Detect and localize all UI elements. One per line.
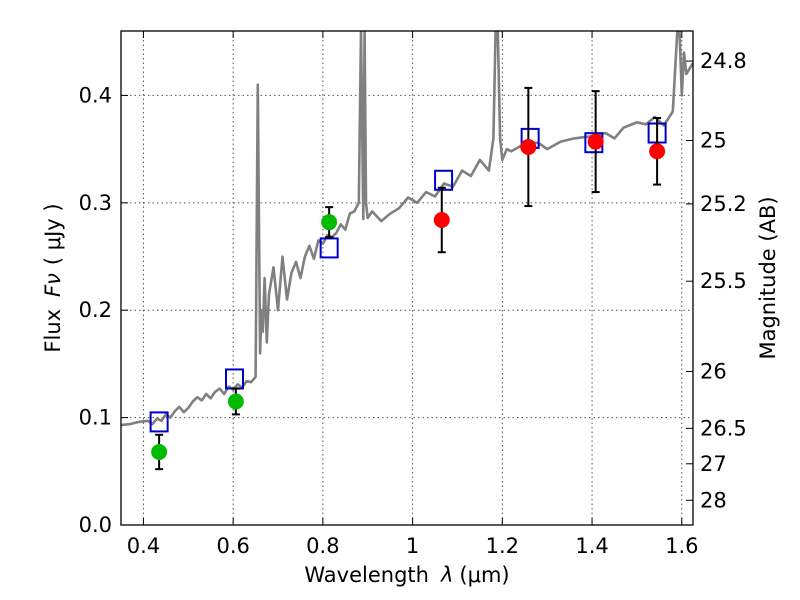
x-tick-label: 1.4 [575,534,608,558]
model-photometry-square [149,411,169,433]
observed-point [433,212,450,229]
observed-point [587,133,604,150]
observed-point [649,143,666,160]
observed-point [321,214,338,231]
y2-tick-label: 28 [700,488,727,512]
model-photometry-square [319,237,339,259]
x-tick-label: 1.2 [486,534,519,558]
y2-tick-label: 26.5 [700,416,747,440]
x-tick-label: 1.6 [665,534,698,558]
x-tick-label: 1 [406,534,419,558]
observed-point [151,443,168,460]
y-tick-label: 0.0 [79,513,112,537]
x-tick-label: 0.8 [306,534,339,558]
data-layer [121,31,693,471]
y2-tick-label: 27 [700,452,727,476]
x-axis-label: Wavelength λ (μm) [304,563,509,587]
y2-tick-label: 25 [700,129,727,153]
x-tick-label: 0.6 [216,534,249,558]
observed-point [227,393,244,410]
spectrum-line [121,31,693,427]
y2-axis-label: Magnitude (AB) [756,196,780,359]
y-tick-label: 0.3 [79,191,112,215]
y-tick-label: 0.1 [79,406,112,430]
y-tick-label: 0.2 [79,298,112,322]
y-tick-label: 0.4 [79,83,112,107]
plot-frame [120,30,694,526]
y2-tick-label: 26 [700,359,727,383]
y2-tick-label: 25.2 [700,192,747,216]
y-axis-label: FluxFν( μJy ) [41,203,65,352]
ticks: 0.4 0.6 0.8 1 1.2 1.4 1.6 0.0 0.1 0.2 0.3 0.4 24.8 25… [79,31,747,558]
y2-tick-label: 24.8 [700,49,747,73]
y2-tick-label: 25.5 [700,269,747,293]
plot-area [121,31,693,525]
observed-point [520,138,537,155]
x-tick-label: 0.4 [127,534,160,558]
model-photometry-square [434,169,454,191]
